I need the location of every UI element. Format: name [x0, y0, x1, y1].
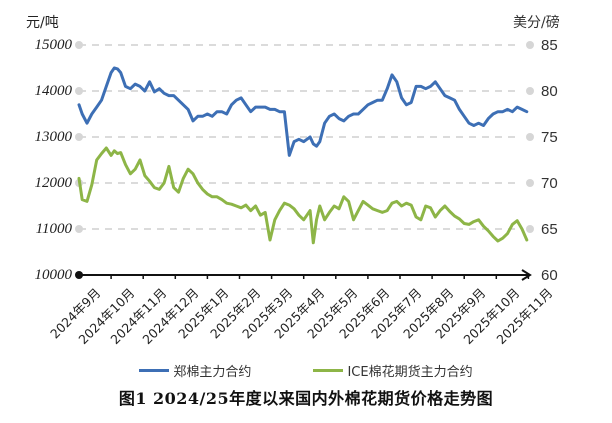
right-axis-unit: 美分/磅	[513, 15, 560, 31]
right-tick-75: 75	[541, 129, 558, 146]
axis-origin-dot	[75, 271, 83, 279]
legend-item-ice: ICE棉花期货主力合约	[313, 361, 473, 380]
series-line-ice-cotton	[77, 146, 529, 245]
legend: 郑棉主力合约 ICE棉花期货主力合约	[0, 361, 612, 380]
left-axis-marker	[75, 133, 83, 141]
right-tick-65: 65	[541, 221, 558, 238]
legend-swatch-blue	[139, 369, 170, 372]
left-axis-unit: 元/吨	[26, 15, 59, 31]
right-axis-marker	[526, 179, 534, 187]
right-tick-60: 60	[541, 267, 558, 284]
right-axis-marker	[526, 225, 534, 233]
left-tick-15000: 15000	[34, 37, 73, 53]
series-line-zhengmian	[77, 66, 529, 157]
right-tick-85: 85	[541, 37, 558, 54]
left-axis-marker	[75, 87, 83, 95]
legend-swatch-green	[313, 369, 344, 372]
right-tick-70: 70	[541, 175, 558, 192]
left-axis-marker	[75, 225, 83, 233]
right-tick-80: 80	[541, 83, 558, 100]
legend-label: 郑棉主力合约	[173, 365, 252, 380]
left-tick-10000: 10000	[34, 267, 73, 283]
right-axis-marker	[526, 41, 534, 49]
left-tick-11000: 11000	[35, 221, 72, 237]
right-axis-marker	[526, 87, 534, 95]
left-tick-14000: 14000	[34, 83, 73, 99]
legend-item-zhengmian: 郑棉主力合约	[139, 361, 251, 380]
legend-label: ICE棉花期货主力合约	[347, 365, 473, 380]
left-axis-marker	[75, 41, 83, 49]
right-axis-marker	[526, 133, 534, 141]
left-tick-12000: 12000	[34, 175, 73, 191]
figure-caption: 图1 2024/25年度以来国内外棉花期货价格走势图	[118, 389, 494, 408]
left-tick-13000: 13000	[34, 129, 73, 145]
x-axis-arrow-icon	[521, 269, 532, 281]
